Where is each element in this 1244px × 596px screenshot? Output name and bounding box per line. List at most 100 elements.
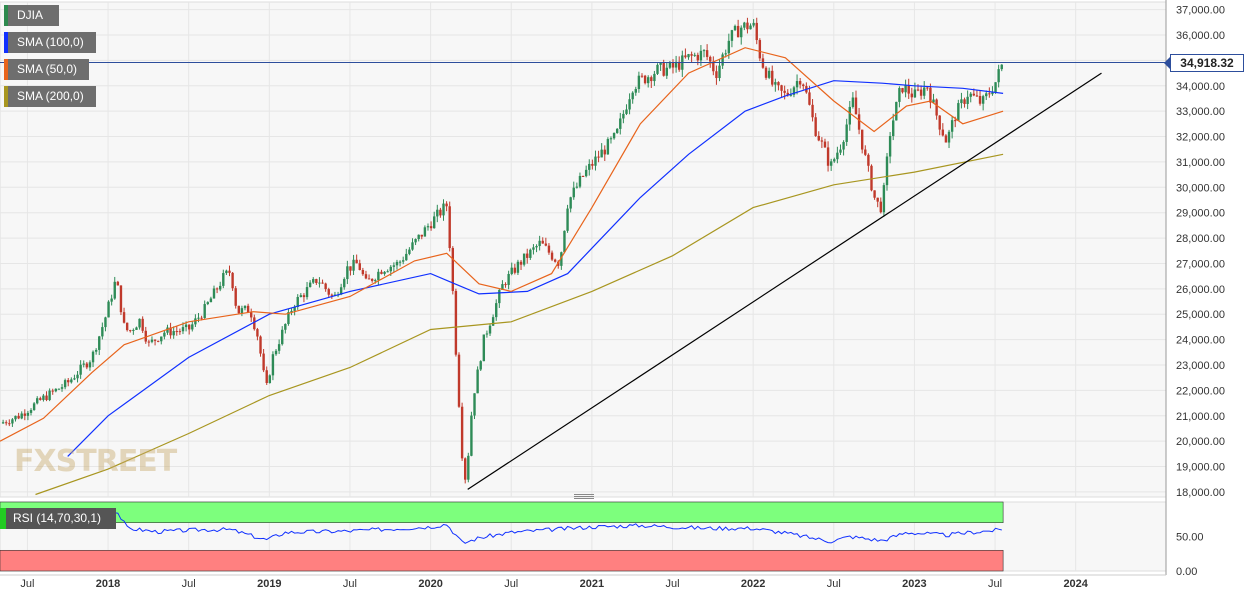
candle-body (246, 305, 250, 313)
candle-body (529, 249, 532, 258)
candle-body (231, 272, 234, 289)
candle-body (51, 390, 54, 392)
candle-body (923, 87, 926, 96)
candle-body (715, 71, 718, 79)
candle-body (879, 201, 882, 213)
candle-body (563, 230, 566, 253)
price-tick-label: 21,000.00 (1176, 411, 1225, 423)
candle-body (398, 261, 402, 263)
candle-body (845, 124, 848, 142)
candle-body (321, 282, 324, 284)
candle-body (200, 317, 203, 319)
candle-body (916, 89, 920, 91)
candle-body (160, 336, 163, 342)
candle-body (346, 266, 349, 280)
candle-body (312, 279, 315, 283)
legend-djia[interactable]: DJIA (4, 5, 59, 26)
candle-body (665, 67, 668, 76)
candle-body (764, 67, 768, 78)
candle-body (941, 129, 945, 136)
candle-body (181, 327, 185, 332)
price-tick-label: 34,000.00 (1176, 81, 1225, 93)
candle-body (392, 265, 396, 267)
candle-body (628, 99, 631, 110)
candle-body (705, 50, 709, 57)
candle-body (203, 304, 206, 319)
candle-body (129, 330, 132, 332)
candle-body (250, 312, 253, 318)
candle-body (305, 287, 309, 298)
candle-body (721, 54, 724, 66)
candle-body (401, 260, 405, 262)
candle-body (88, 362, 92, 368)
candle-body (67, 380, 70, 383)
candle-body (969, 93, 972, 97)
candle-body (575, 186, 579, 188)
candle-body (197, 317, 200, 319)
candle-body (622, 113, 625, 119)
price-tick-label: 23,000.00 (1176, 360, 1225, 372)
candle-body (519, 261, 523, 265)
candle-body (119, 285, 123, 313)
time-tick-label: 2022 (741, 578, 765, 590)
candle-body (829, 161, 833, 166)
candle-body (101, 327, 104, 337)
candle-body (730, 30, 734, 41)
legend-sma-100-label: SMA (100,0) (17, 35, 84, 49)
candle-body (975, 95, 979, 97)
candle-body (823, 141, 827, 148)
candle-body (932, 99, 935, 103)
candle-body (988, 93, 991, 95)
candle-body (783, 90, 786, 93)
candle-body (299, 295, 303, 297)
legend-sma-50[interactable]: SMA (50,0) (4, 59, 89, 80)
candle-body (290, 310, 293, 313)
candle-body (113, 281, 116, 299)
candle-body (135, 327, 138, 330)
candle-body (888, 136, 892, 157)
candle-body (479, 361, 482, 370)
candle-body (860, 129, 864, 150)
candle-body (110, 298, 113, 302)
candle-body (547, 245, 551, 253)
candle-body (777, 82, 780, 86)
price-pane-background (0, 1, 1167, 498)
candle-body (771, 70, 774, 85)
legend-sma-200[interactable]: SMA (200,0) (4, 86, 96, 107)
candle-body (997, 69, 1000, 83)
candle-body (209, 298, 213, 303)
candle-body (240, 308, 244, 314)
rsi-legend[interactable]: RSI (14,70,30,1) (0, 508, 116, 529)
candle-body (1000, 64, 1003, 70)
candle-body (17, 415, 20, 419)
candle-body (116, 281, 120, 286)
candle-body (687, 54, 690, 58)
candle-body (39, 398, 42, 400)
candle-body (265, 370, 268, 384)
candle-body (408, 249, 411, 254)
candle-body (228, 270, 231, 273)
candle-body (808, 92, 811, 105)
candle-body (553, 259, 557, 262)
pane-resize-handle[interactable] (574, 494, 594, 499)
candle-body (944, 135, 948, 143)
candle-body (653, 73, 656, 82)
candle-body (352, 259, 355, 271)
candle-body (532, 247, 535, 250)
candle-body (175, 331, 178, 333)
legend-sma-100[interactable]: SMA (100,0) (4, 32, 96, 53)
legend-sma-200-swatch (4, 86, 8, 107)
candle-body (572, 187, 575, 198)
candle-body (895, 101, 898, 121)
candle-body (985, 93, 988, 97)
series-line-sma-200-0- (35, 153, 1004, 496)
candle-body (79, 364, 82, 375)
candle-body (374, 280, 377, 282)
candle-body (560, 252, 563, 266)
price-tick-label: 37,000.00 (1176, 5, 1225, 17)
time-tick-label: 2024 (1063, 578, 1088, 590)
fxstreet-watermark-logo: FXSTREET (14, 444, 177, 479)
time-tick-label: Jul (182, 578, 196, 590)
candle-body (991, 92, 994, 95)
